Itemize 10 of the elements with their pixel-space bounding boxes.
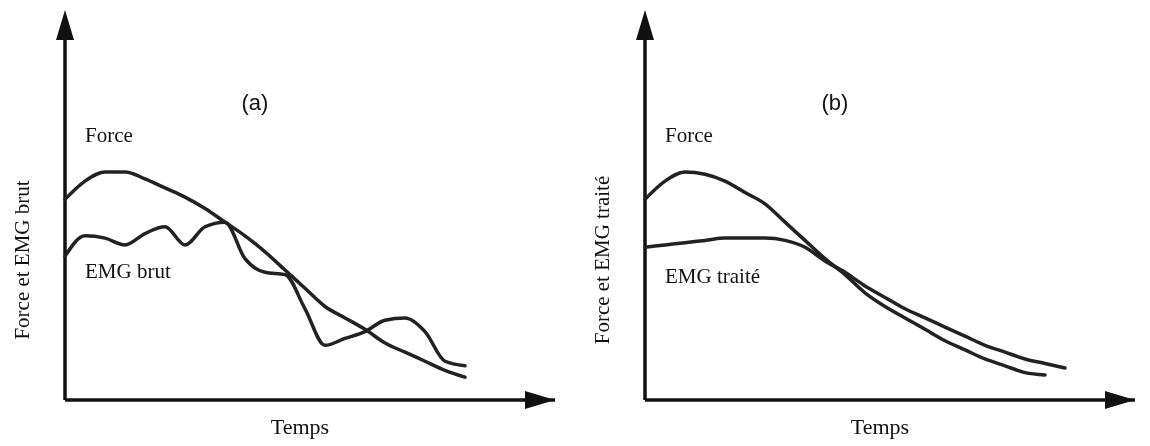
series-label: EMG brut (85, 259, 171, 284)
y-axis-title: Force et EMG brut (10, 180, 34, 340)
y-axis-title: Force et EMG traité (590, 175, 614, 345)
series-label: EMG traité (665, 263, 761, 288)
series-label: Force (665, 123, 713, 147)
chart-title: (b) (821, 90, 849, 115)
chart-title: (a) (241, 90, 269, 115)
series-label: Force (85, 123, 133, 147)
x-axis-title: Temps (850, 414, 910, 439)
x-axis-title: Temps (270, 414, 330, 439)
